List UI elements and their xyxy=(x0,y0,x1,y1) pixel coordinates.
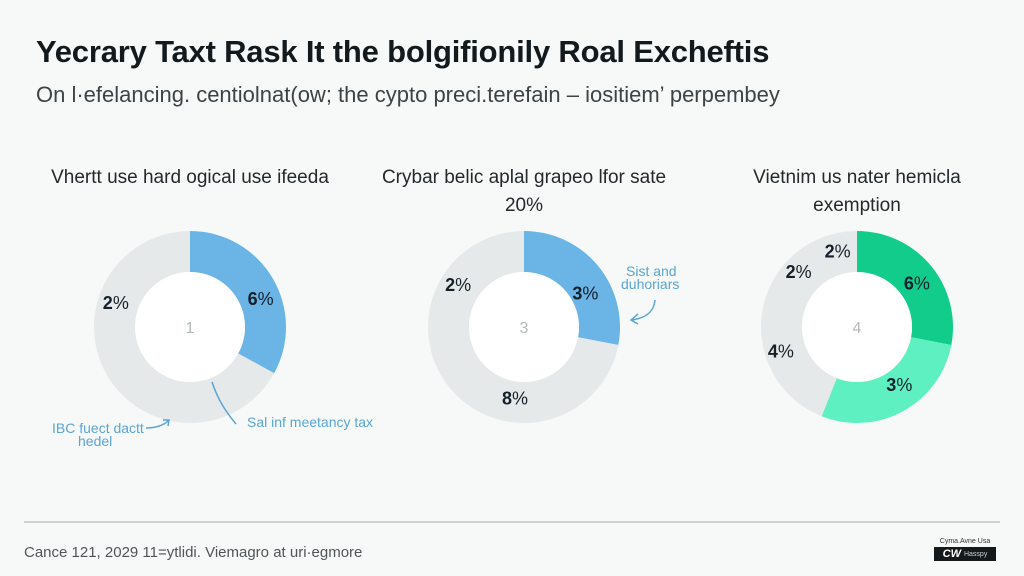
footer-text: Cance 121, 2029 11=ytlidi. Viemagro at u… xyxy=(24,544,363,561)
badge-logo: CW Hasspy xyxy=(934,547,996,561)
donut-1-segment-2 xyxy=(93,231,275,423)
annotation-ibc-line1: IBC fuect dactt xyxy=(52,420,144,436)
annotation-sist-line1: Sist and xyxy=(626,263,677,279)
donut-3-segment-5 xyxy=(810,231,857,279)
donut-2-segment-3 xyxy=(428,231,524,389)
donut-2-label-2: 8% xyxy=(502,388,528,408)
donut-3-hole xyxy=(802,272,912,382)
donut-3-segment-1 xyxy=(857,231,953,345)
donut-2-hole xyxy=(469,272,579,382)
donut-3-label-3: 4% xyxy=(768,342,794,362)
donut-3-segment-2 xyxy=(821,337,952,424)
annotation-sist-line2: duhoriars xyxy=(621,276,679,292)
donut-1-hole xyxy=(135,272,245,382)
badge-caption: Cyma.Avne Usa xyxy=(939,538,991,545)
donut-3-label-1: 6% xyxy=(904,274,930,294)
badge-mark: CW xyxy=(942,548,961,560)
donut-2-segment-2 xyxy=(450,337,619,423)
donut-3-center-label: 4 xyxy=(853,320,862,337)
annotation-arrow-sist xyxy=(629,299,656,325)
donut-3-label-5: 2% xyxy=(825,241,851,261)
donut-1-segment-1 xyxy=(190,231,286,374)
annotation-meetancy-tax: Sal inf meetancy tax xyxy=(247,414,373,430)
donut-2-segment-1 xyxy=(524,231,620,345)
page-subtitle: On l·efelancing. centiolnat(ow; the cypt… xyxy=(36,82,780,107)
donut-1-label-2: 2% xyxy=(103,293,129,313)
donut-2-center-label: 3 xyxy=(520,320,529,337)
donut-chart-1: 1 6% 2% xyxy=(93,231,286,423)
donut-chart-3: 4 6% 3% 4% 2% 2% xyxy=(761,231,953,424)
chart-2-title: Crybar belic aplal grapeo lfor sate 20% xyxy=(381,167,667,216)
chart-3-title: Vietnim us nater hemicla exemption xyxy=(753,167,961,216)
donut-3-segment-4 xyxy=(770,242,831,304)
donut-1-label-1: 6% xyxy=(248,289,274,309)
donut-3-label-4: 2% xyxy=(786,262,812,282)
donut-3-segment-3 xyxy=(761,286,837,417)
badge-subtext: Hasspy xyxy=(963,550,988,558)
annotation-arrow-ibc xyxy=(145,419,170,429)
brand-badge: Cyma.Avne Usa CW Hasspy xyxy=(934,537,996,561)
annotation-ibc-line2: hedel xyxy=(78,433,112,449)
donut-1-center-label: 1 xyxy=(186,320,195,337)
donut-chart-2: 3 3% 8% 2% xyxy=(428,231,620,423)
footer-divider xyxy=(24,521,1000,523)
chart-1-title: Vhertt use hard ogical use ifeeda xyxy=(51,167,329,188)
donut-2-label-1: 3% xyxy=(572,283,598,303)
donut-2-label-3: 2% xyxy=(445,275,471,295)
annotation-arrow-meetancy xyxy=(211,381,237,425)
donut-3-label-2: 3% xyxy=(886,375,912,395)
page-title: Yecrary Taxt Rask It the bolgifionily Ro… xyxy=(36,34,770,69)
